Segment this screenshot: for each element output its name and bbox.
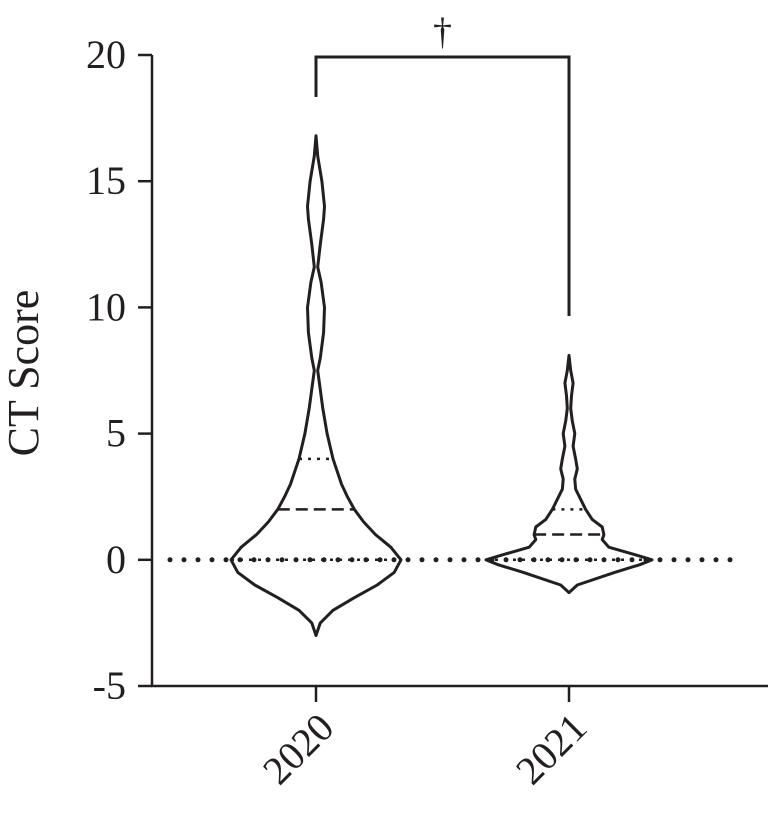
significance-marker: † [433,11,452,53]
significance-bracket [314,55,571,316]
y-tick-label: 5 [106,411,126,456]
y-tick-label: 10 [86,284,126,329]
x-tick-label: 2021 [507,705,595,793]
y-tick-label: 20 [86,32,126,77]
y-tick-label: -5 [93,663,126,708]
y-axis-title: CT Score [0,290,48,457]
y-tick-label: 0 [106,537,126,582]
x-tick-label: 2020 [254,705,342,793]
violin-2020 [229,134,403,637]
violin-2021 [484,353,654,595]
significance-group: † [314,11,571,316]
y-tick-label: 15 [86,158,126,203]
violins [229,134,654,637]
